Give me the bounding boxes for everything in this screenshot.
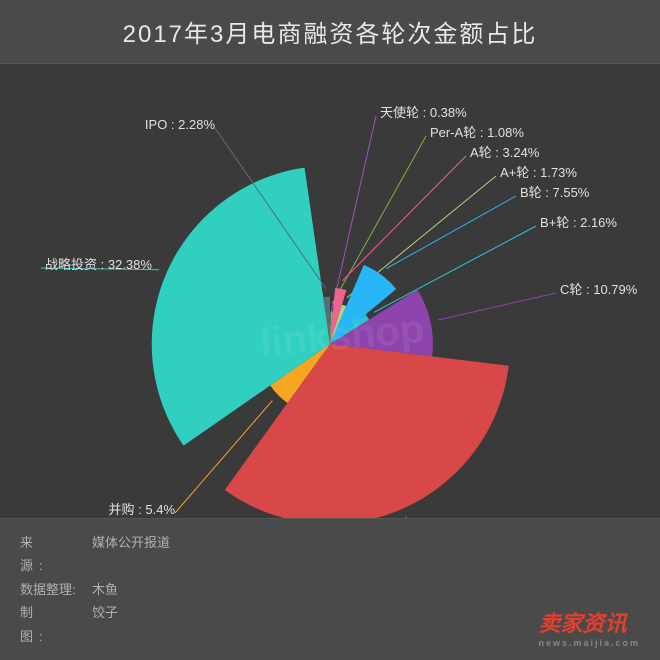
compiled-label: 数据整理: bbox=[20, 578, 92, 601]
chart-header: 2017年3月电商融资各轮次金额占比 bbox=[0, 0, 660, 64]
slice-label: C轮 : 10.79% bbox=[560, 282, 638, 297]
leader-line bbox=[386, 196, 516, 269]
drawn-value: 饺子 bbox=[92, 601, 118, 648]
slice-label: B轮 : 7.55% bbox=[520, 185, 590, 200]
slice-label: 并购 : 5.4% bbox=[109, 502, 176, 517]
slice-label: Per-A轮 : 1.08% bbox=[430, 125, 524, 140]
leader-line bbox=[374, 226, 536, 312]
drawn-label: 制 图: bbox=[20, 601, 92, 648]
pie-chart: 天使轮 : 0.38% Per-A轮 : 1.08% A轮 : 3.24% A+轮 :… bbox=[0, 64, 660, 574]
footer-info: 来 源:媒体公开报道 数据整理:木鱼 制 图:饺子 bbox=[20, 531, 170, 648]
slice-label: IPO : 2.28% bbox=[145, 117, 216, 132]
pie-svg: 天使轮 : 0.38% Per-A轮 : 1.08% A轮 : 3.24% A+轮 :… bbox=[0, 64, 660, 574]
source-value: 媒体公开报道 bbox=[92, 531, 170, 578]
source-label: 来 源: bbox=[20, 531, 92, 578]
chart-footer: 来 源:媒体公开报道 数据整理:木鱼 制 图:饺子 卖家资讯 news.maij… bbox=[0, 518, 660, 660]
slice-label: A轮 : 3.24% bbox=[470, 145, 540, 160]
leader-line bbox=[438, 293, 556, 320]
footer-logo: 卖家资讯 news.maijia.com bbox=[538, 606, 640, 648]
slice-label: 天使轮 : 0.38% bbox=[380, 105, 467, 120]
slice-label: B+轮 : 2.16% bbox=[540, 215, 617, 230]
logo-sub: news.maijia.com bbox=[538, 638, 640, 648]
slice-label: 战略投资 : 32.38% bbox=[45, 257, 152, 272]
logo-main: 卖家资讯 bbox=[538, 611, 626, 636]
chart-title: 2017年3月电商融资各轮次金额占比 bbox=[0, 14, 660, 49]
slice-label: A+轮 : 1.73% bbox=[500, 165, 577, 180]
compiled-value: 木鱼 bbox=[92, 578, 118, 601]
